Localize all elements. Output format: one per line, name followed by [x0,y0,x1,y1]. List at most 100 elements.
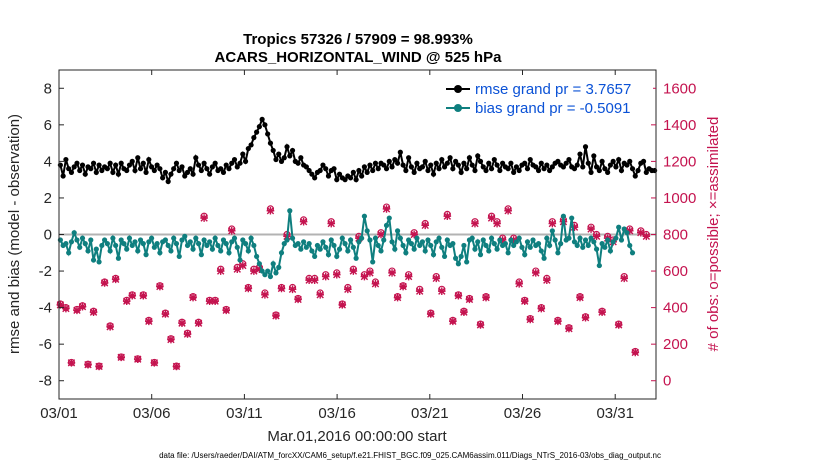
rmse-point [524,166,531,172]
bias-point [546,242,553,249]
y2-tick-label: 1000 [663,190,696,207]
obs-assimilated-point [581,313,590,322]
bias-point [372,235,379,241]
rmse-point [270,147,276,154]
bias-point [549,228,555,234]
bias-point [441,253,448,260]
bias-point [458,253,464,260]
y2-axis-label: # of obs: o=possible; ×=assimilated [705,117,722,352]
rmse-point [207,171,213,177]
rmse-point [560,164,567,170]
bias-point [328,237,334,243]
obs-assimilated-point [410,230,418,239]
rmse-point [107,160,113,166]
rmse-point [184,169,191,175]
rmse-point [93,169,99,175]
bias-point [624,230,630,236]
rmse-point [640,158,647,164]
x-tick-label: 03/01 [40,405,78,422]
bias-point [508,237,514,243]
obs-assimilated-point [316,291,324,299]
bias-point [392,246,398,252]
bias-point [364,228,370,234]
obs-assimilated-point [238,261,247,270]
rmse-point [375,166,381,172]
obs-assimilated-point [261,291,269,299]
bias-point [530,237,536,243]
bias-point [187,239,193,245]
rmse-point [508,160,514,166]
obs-assimilated-point [565,324,573,333]
bias-point [544,235,550,241]
obs-assimilated-point [393,293,402,302]
bias-point [577,235,583,241]
rmse-point [610,158,616,164]
obs-assimilated-point [106,323,114,331]
rmse-point [461,160,467,166]
bias-point [312,253,318,260]
bias-point [560,213,567,219]
bias-point [450,241,456,247]
rmse-point [77,167,83,174]
bias-point [74,237,80,243]
bias-point [588,235,594,241]
bias-point [248,235,254,241]
obs-assimilated-point [504,206,512,215]
rmse-point [132,167,138,174]
obs-assimilated-point [460,308,468,316]
rmse-point [535,167,542,174]
rmse-point [624,162,630,168]
bias-point [455,261,461,267]
rmse-point [555,158,561,164]
chart-subtitle: ACARS_HORIZONTAL_WIND @ 525 hPa [215,49,503,66]
rmse-point [472,167,478,174]
obs-assimilated-point [636,228,645,237]
obs-assimilated-point [349,267,358,275]
obs-assimilated-point [531,269,540,277]
bias-point [370,259,376,265]
rmse-point [171,166,177,172]
y2-tick-label: 400 [663,300,688,317]
x-tick-label: 03/16 [318,405,356,422]
obs-assimilated-point [471,219,479,228]
rmse-point [187,166,193,172]
bias-point [231,235,238,241]
bias-point [270,261,276,267]
bias-point [599,241,605,247]
obs-assimilated-point [498,236,507,244]
rmse-point [289,147,296,154]
obs-assimilated-point [111,275,120,284]
rmse-point [237,160,243,166]
bias-point [306,241,312,247]
legend-rmse-marker [454,85,462,93]
bias-point [240,237,246,243]
rmse-point [546,167,553,174]
bias-point [433,239,439,245]
bias-point [502,241,508,247]
bias-point [411,246,417,252]
bias-point [417,242,423,249]
rmse-point [137,166,144,172]
rmse-point [88,166,94,172]
bias-point [591,239,597,245]
x-tick-label: 03/26 [504,405,542,422]
x-axis-ticks: 03/01 03/06 03/11 03/16 03/21 03/26 03/31 [40,70,634,422]
rmse-point [389,164,395,170]
bias-point [400,242,406,249]
bias-point [361,213,368,219]
bias-point [334,253,340,260]
bias-point [610,239,616,245]
obs-assimilated-point [443,212,452,221]
bias-point [414,235,420,241]
bias-point [309,248,315,254]
y2-tick-label: 1600 [663,80,696,97]
obs-assimilated-point [388,269,396,277]
bias-point [359,235,365,241]
rmse-point [544,162,550,168]
rmse-point [370,167,376,174]
rmse-point [505,166,511,172]
rmse-point [364,169,370,175]
rmse-point [477,158,484,164]
bias-point [171,235,177,241]
bias-point [245,248,251,254]
